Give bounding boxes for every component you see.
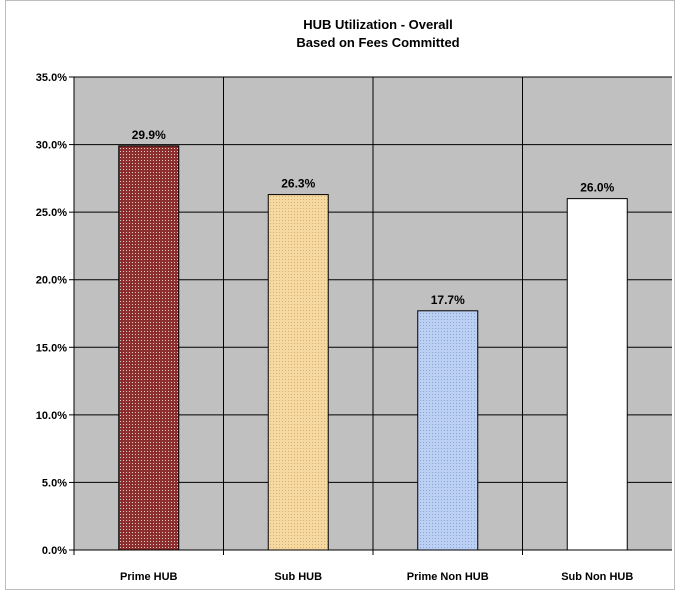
bar-sub-hub bbox=[267, 194, 329, 551]
x-tick-label: Sub Non HUB bbox=[561, 571, 633, 583]
bars bbox=[118, 145, 628, 551]
chart-subtitle: Based on Fees Committed bbox=[296, 35, 459, 50]
y-tick-label: 10.0% bbox=[36, 410, 67, 422]
data-labels: 29.9% 26.3% 17.7% 26.0% bbox=[132, 128, 615, 307]
y-tick-label: 5.0% bbox=[42, 477, 67, 489]
y-tick-label: 0.0% bbox=[42, 545, 67, 557]
y-tick-label: 15.0% bbox=[36, 342, 67, 354]
x-tick-label: Prime Non HUB bbox=[407, 571, 489, 583]
bar-prime-hub bbox=[118, 145, 180, 551]
data-label: 26.3% bbox=[281, 177, 315, 191]
y-tick-label: 25.0% bbox=[36, 207, 67, 219]
y-tick-label: 35.0% bbox=[36, 72, 67, 84]
y-axis: 0.0% 5.0% 10.0% 15.0% 20.0% 25.0% 30.0% 35.0% bbox=[36, 72, 75, 557]
chart-frame: HUB Utilization - Overall Based on Fees … bbox=[5, 0, 675, 590]
bar-chart: HUB Utilization - Overall Based on Fees … bbox=[36, 17, 672, 583]
x-axis: Prime HUB Sub HUB Prime Non HUB Sub Non HUB bbox=[73, 549, 672, 583]
data-label: 17.7% bbox=[431, 293, 465, 307]
y-tick-label: 20.0% bbox=[36, 275, 67, 287]
bar-prime-non-hub bbox=[417, 310, 479, 551]
x-tick-label: Prime HUB bbox=[120, 571, 178, 583]
data-label: 26.0% bbox=[580, 181, 614, 195]
bar-sub-non-hub bbox=[566, 198, 628, 551]
data-label: 29.9% bbox=[132, 128, 166, 142]
y-tick-label: 30.0% bbox=[36, 140, 67, 152]
chart-title: HUB Utilization - Overall bbox=[303, 17, 453, 32]
x-tick-label: Sub HUB bbox=[274, 571, 322, 583]
